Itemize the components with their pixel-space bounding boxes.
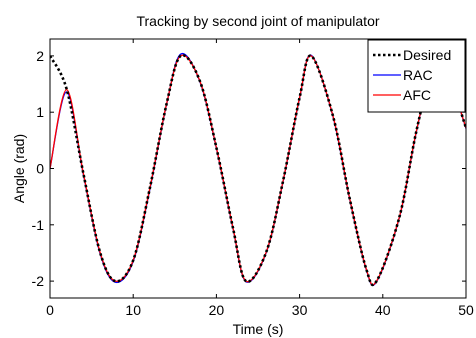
- y-tick-label: 2: [36, 48, 44, 64]
- x-tick-label: 50: [458, 302, 474, 318]
- legend: Desired RAC AFC: [367, 39, 466, 113]
- chart-title: Tracking by second joint of manipulator: [136, 13, 379, 29]
- y-tick-label: -1: [32, 217, 45, 233]
- y-tick-label: -2: [32, 273, 45, 289]
- y-tick-label: 1: [36, 104, 44, 120]
- x-tick-label: 30: [292, 302, 308, 318]
- legend-label-desired: Desired: [403, 47, 451, 63]
- legend-label-afc: AFC: [403, 87, 431, 103]
- x-tick-label: 40: [375, 302, 391, 318]
- y-tick-label: 0: [36, 161, 44, 177]
- plot-area: 0 10 20 30 40 50 -2 -1 0 1 2: [32, 38, 474, 318]
- x-tick-label: 10: [125, 302, 141, 318]
- legend-label-rac: RAC: [403, 67, 433, 83]
- legend-box: [367, 39, 466, 113]
- x-axis-label: Time (s): [233, 321, 284, 337]
- y-axis-label: Angle (rad): [11, 134, 27, 203]
- x-tick-label: 0: [46, 302, 54, 318]
- x-tick-label: 20: [209, 302, 225, 318]
